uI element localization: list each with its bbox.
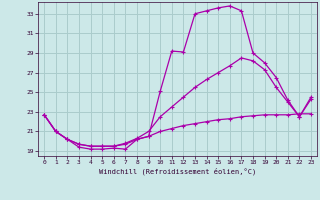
- X-axis label: Windchill (Refroidissement éolien,°C): Windchill (Refroidissement éolien,°C): [99, 168, 256, 175]
